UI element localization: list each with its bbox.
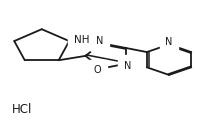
Text: N: N <box>124 61 131 71</box>
Text: NH: NH <box>74 35 89 45</box>
Text: N: N <box>96 36 104 46</box>
Text: N: N <box>165 37 173 47</box>
Text: O: O <box>94 65 101 75</box>
Text: HCl: HCl <box>12 103 32 116</box>
